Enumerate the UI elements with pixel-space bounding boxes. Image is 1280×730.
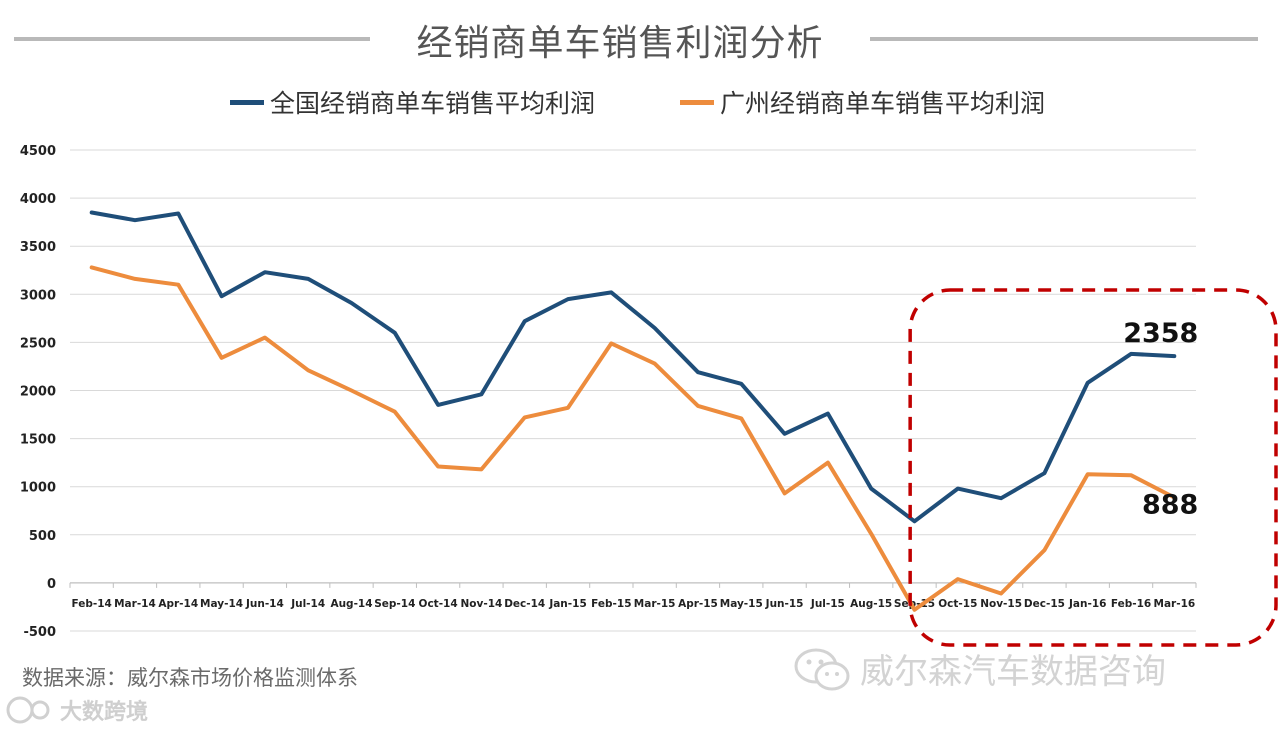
series-line-national: [89, 210, 1177, 524]
x-tick-label: Feb-15: [591, 598, 631, 610]
legend-label-national: 全国经销商单车销售平均利润: [270, 89, 596, 118]
x-tick-label: Aug-14: [330, 598, 372, 610]
x-tick-label: Dec-14: [504, 598, 545, 610]
y-tick-label: 1000: [20, 481, 56, 496]
annotation-national: 2358: [1123, 318, 1198, 349]
x-tick-label: Feb-16: [1111, 598, 1151, 610]
x-tick-label: Apr-15: [678, 598, 718, 610]
x-tick-label: Feb-14: [71, 598, 111, 610]
y-tick-label: 3000: [20, 288, 56, 303]
x-tick-label: Mar-14: [114, 598, 156, 610]
legend-item-national: 全国经销商单车销售平均利润: [230, 84, 595, 120]
legend-label-guangzhou: 广州经销商单车销售平均利润: [720, 89, 1046, 118]
series-line-guangzhou: [89, 265, 1177, 612]
x-tick-label: Oct-14: [419, 598, 458, 610]
y-tick-label: 3500: [20, 240, 56, 255]
x-tick-label: Jun-15: [765, 598, 804, 610]
wechat-icon: [794, 648, 850, 691]
x-tick-label: Mar-16: [1154, 598, 1196, 610]
source-note: 数据来源：威尔森市场价格监测体系: [22, 666, 358, 690]
x-tick-label: Jan-16: [1068, 598, 1106, 610]
y-tick-label: 2500: [20, 336, 56, 351]
title-rule-left: [14, 37, 370, 41]
brand-logo: 大数跨境: [0, 688, 200, 728]
y-tick-label: -500: [23, 625, 56, 640]
chart-title: 经销商单车销售利润分析: [416, 23, 824, 64]
title-rule-right: [870, 37, 1258, 41]
line-chart: -500 0 500 1000 1500 2000 2500 3000 3500 4000 4500…: [20, 144, 1278, 647]
x-tick-label: Jun-14: [245, 598, 284, 610]
x-tick-label: Jul-15: [810, 598, 845, 610]
x-tick-label: Nov-15: [980, 598, 1022, 610]
legend-swatch-national: [230, 99, 264, 105]
x-tick-label: Oct-15: [938, 598, 977, 610]
x-tick-label: Nov-14: [461, 598, 503, 610]
watermark: 威尔森汽车数据咨询: [790, 640, 1270, 700]
brand-logo-icon: [6, 696, 50, 724]
legend-item-guangzhou: 广州经销商单车销售平均利润: [680, 84, 1045, 120]
x-tick-label: Aug-15: [850, 598, 892, 610]
x-tick-label: May-14: [200, 598, 243, 610]
y-tick-label: 4000: [20, 192, 56, 207]
legend: 全国经销商单车销售平均利润 广州经销商单车销售平均利润: [0, 84, 1280, 124]
x-tick-label: Apr-14: [158, 598, 198, 610]
y-tick-label: 4500: [20, 144, 56, 159]
highlight-box: [908, 288, 1278, 647]
title-bar: 经销商单车销售利润分析: [0, 0, 1280, 80]
legend-swatch-guangzhou: [680, 99, 714, 105]
y-tick-label: 2000: [20, 385, 56, 400]
x-tick-label: Mar-15: [634, 598, 676, 610]
annotation-guangzhou: 888: [1142, 489, 1198, 520]
y-tick-label: 0: [47, 577, 56, 592]
x-tick-label: Jul-14: [290, 598, 325, 610]
brand-logo-text: 大数跨境: [60, 700, 149, 725]
watermark-text: 威尔森汽车数据咨询: [860, 652, 1166, 692]
x-tick-label: Jan-15: [548, 598, 586, 610]
y-tick-label: 1500: [20, 433, 56, 448]
x-tick-label: Sep-14: [374, 598, 415, 610]
x-tick-label: May-15: [720, 598, 763, 610]
y-tick-label: 500: [29, 529, 56, 544]
x-tick-label: Dec-15: [1024, 598, 1065, 610]
